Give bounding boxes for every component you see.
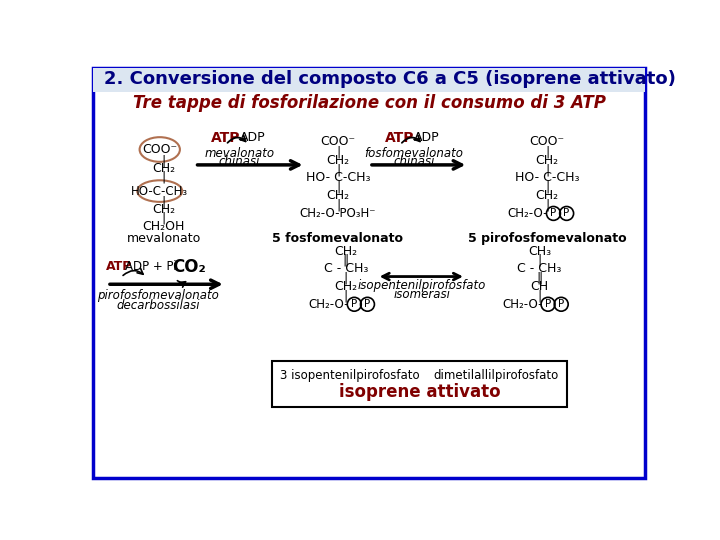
Text: CH₂-O-: CH₂-O- [503, 298, 543, 310]
Text: ATP: ATP [211, 131, 240, 145]
Text: isomerasi: isomerasi [393, 288, 450, 301]
Text: mevalonato: mevalonato [204, 147, 274, 160]
Text: P: P [550, 208, 557, 218]
Text: |: | [161, 195, 166, 208]
FancyBboxPatch shape [93, 68, 645, 92]
Text: |: | [161, 171, 166, 184]
Text: Tre tappe di fosforilazione con il consumo di 3 ATP: Tre tappe di fosforilazione con il consu… [132, 94, 606, 112]
Text: pirofosfomevalonato: pirofosfomevalonato [97, 289, 219, 302]
Text: ATP: ATP [385, 131, 415, 145]
Text: CH₂-O-: CH₂-O- [308, 298, 349, 310]
Text: |: | [537, 289, 541, 302]
Text: P: P [351, 299, 357, 309]
Text: |: | [545, 145, 549, 158]
Text: |: | [336, 145, 340, 158]
Text: |: | [161, 212, 166, 225]
Text: 2. Conversione del composto C6 a C5 (isoprene attivato): 2. Conversione del composto C6 a C5 (iso… [104, 70, 676, 89]
Text: mevalonato: mevalonato [127, 232, 201, 245]
Text: CH: CH [531, 280, 549, 293]
Text: CH₂: CH₂ [536, 189, 559, 202]
Text: CH₂: CH₂ [326, 189, 350, 202]
Text: |: | [545, 198, 549, 212]
Text: C - CH₃: C - CH₃ [323, 262, 368, 275]
Text: CH₂: CH₂ [152, 203, 175, 216]
Text: CH₂-O-PO₃H⁻: CH₂-O-PO₃H⁻ [300, 207, 377, 220]
Text: P: P [558, 299, 564, 309]
Text: |: | [336, 163, 340, 176]
Text: chinasi: chinasi [393, 156, 435, 168]
Text: P: P [364, 299, 371, 309]
Text: CH₂: CH₂ [152, 162, 175, 176]
Text: isopentenilpirofosfato: isopentenilpirofosfato [358, 279, 486, 292]
FancyBboxPatch shape [272, 361, 567, 408]
Text: CH₂-O-: CH₂-O- [508, 207, 548, 220]
Text: HO- C-CH₃: HO- C-CH₃ [306, 172, 370, 185]
Text: chinasi: chinasi [219, 156, 260, 168]
Text: ‖: ‖ [536, 272, 543, 285]
Text: |: | [545, 163, 549, 176]
FancyBboxPatch shape [93, 68, 645, 477]
Text: |: | [161, 154, 166, 167]
Text: C - CH₃: C - CH₃ [517, 262, 562, 275]
Text: 5 pirofosfomevalonato: 5 pirofosfomevalonato [468, 232, 626, 245]
Text: |: | [537, 254, 541, 267]
Text: decarbossilasi: decarbossilasi [117, 299, 200, 312]
Text: COO⁻: COO⁻ [142, 143, 177, 156]
Text: ADP: ADP [240, 131, 266, 144]
Text: ADP + Pi: ADP + Pi [125, 260, 176, 273]
Text: CH₂: CH₂ [536, 154, 559, 167]
Text: |: | [336, 181, 340, 194]
Text: |: | [545, 181, 549, 194]
Text: ‖: ‖ [343, 254, 349, 267]
Text: CH₃: CH₃ [528, 245, 551, 258]
Text: COO⁻: COO⁻ [320, 136, 356, 148]
Text: ATP: ATP [107, 260, 132, 273]
Text: |: | [343, 289, 348, 302]
Text: HO- C-CH₃: HO- C-CH₃ [515, 172, 580, 185]
Text: CH₂: CH₂ [334, 280, 357, 293]
Text: fosfomevalonato: fosfomevalonato [364, 147, 464, 160]
Text: CH₂OH: CH₂OH [143, 220, 185, 233]
Text: CH₂: CH₂ [326, 154, 350, 167]
Text: ADP: ADP [414, 131, 440, 144]
Text: isoprene attivato: isoprene attivato [338, 383, 500, 401]
Text: CH₂: CH₂ [334, 245, 357, 258]
Text: 3 isopentenilpirofosfato: 3 isopentenilpirofosfato [280, 369, 420, 382]
Text: P: P [545, 299, 551, 309]
Text: |: | [336, 198, 340, 212]
Text: dimetilallilpirofosfato: dimetilallilpirofosfato [433, 369, 559, 382]
Text: |: | [343, 272, 348, 285]
Text: HO-C-CH₃: HO-C-CH₃ [131, 185, 189, 198]
Text: 5 fosfomevalonato: 5 fosfomevalonato [272, 232, 403, 245]
Text: P: P [564, 208, 570, 218]
Text: CO₂: CO₂ [172, 258, 206, 275]
Text: COO⁻: COO⁻ [530, 136, 564, 148]
